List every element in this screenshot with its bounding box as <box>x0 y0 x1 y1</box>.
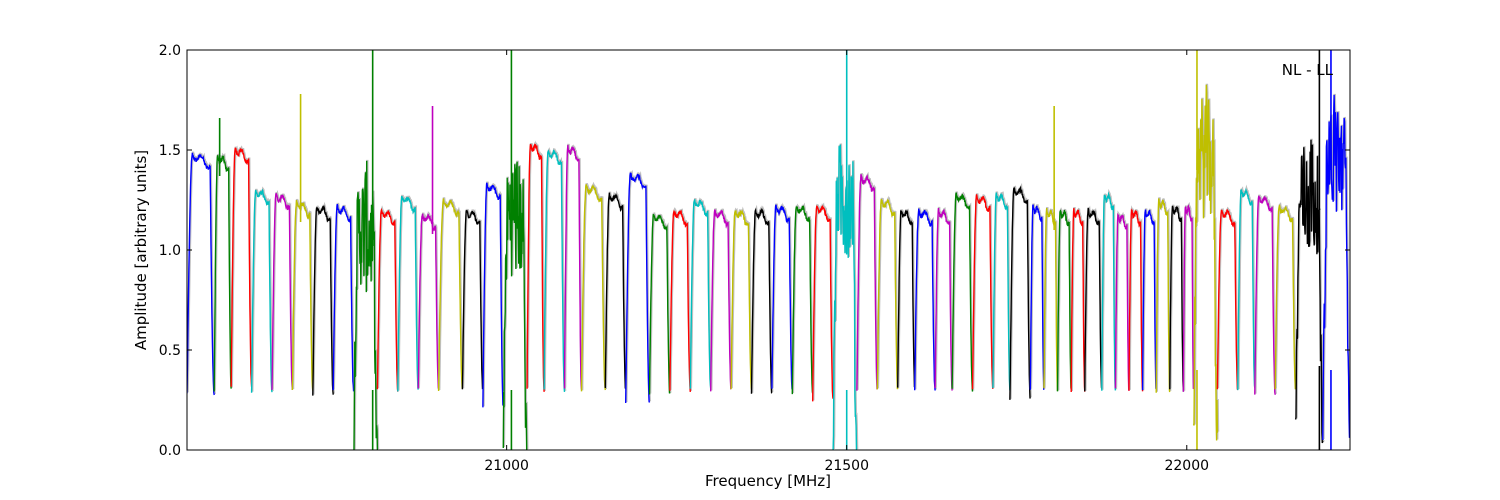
channel-line-11 <box>417 213 440 390</box>
x-tick-label-1: 21500 <box>824 458 869 474</box>
channel-line-59 <box>1322 94 1350 441</box>
channel-line-38 <box>971 194 994 390</box>
y-tick-label-1: 0.5 <box>159 343 181 359</box>
channel-line-41 <box>1029 204 1045 390</box>
channel-line-0 <box>187 152 215 396</box>
ticks-layer: 21000 21500 22000 0.0 0.5 1.0 1.5 2.0 <box>159 43 1350 474</box>
x-tick-label-0: 21000 <box>484 458 529 474</box>
channel-line-2 <box>230 147 253 387</box>
channel-line-34 <box>897 210 916 388</box>
channel-line-49 <box>1141 209 1157 391</box>
channel-line-55 <box>1237 187 1256 391</box>
channel-line-24 <box>689 199 712 389</box>
channel-line-28 <box>771 204 793 390</box>
channel-line-46 <box>1101 191 1117 391</box>
y-axis-label: Amplitude [arbitrary units] <box>132 150 150 350</box>
channel-line-25 <box>710 209 732 392</box>
channel-line-53 <box>1192 84 1219 441</box>
series-layer <box>187 50 1350 450</box>
y-tick-label-4: 2.0 <box>159 43 181 59</box>
channel-line-7 <box>332 203 355 392</box>
channel-line-29 <box>791 204 814 395</box>
channel-line-30 <box>812 204 834 402</box>
channel-line-50 <box>1155 198 1171 393</box>
channel-line-26 <box>730 209 753 390</box>
y-tick-label-2: 1.0 <box>159 243 181 259</box>
channel-line-54 <box>1216 208 1239 391</box>
channel-line-52 <box>1182 204 1195 392</box>
channel-line-35 <box>914 208 936 391</box>
channel-line-33 <box>876 198 899 390</box>
channel-line-21 <box>625 172 651 404</box>
channel-line-37 <box>951 192 974 392</box>
channel-line-58 <box>1294 139 1324 444</box>
channel-line-16 <box>526 143 545 392</box>
channel-line-48 <box>1128 208 1144 392</box>
channel-line-43 <box>1056 209 1072 392</box>
y-tick-label-3: 1.5 <box>159 143 181 159</box>
channel-line-27 <box>750 207 773 394</box>
channel-line-13 <box>461 209 484 390</box>
channel-line-31 <box>832 144 858 450</box>
channel-line-8 <box>353 160 379 450</box>
chart-annotation: NL - LL <box>1282 61 1334 79</box>
y-tick-label-0: 0.0 <box>159 443 181 459</box>
channel-line-23 <box>669 209 691 392</box>
channel-line-36 <box>934 207 953 391</box>
channel-line-22 <box>648 213 671 395</box>
channel-line-44 <box>1070 208 1086 393</box>
x-tick-label-2: 22000 <box>1164 458 1209 474</box>
channel-line-45 <box>1084 208 1103 392</box>
x-axis-label: Frequency [MHz] <box>705 472 831 490</box>
channel-line-1 <box>213 154 232 392</box>
channel-line-51 <box>1169 205 1185 392</box>
channel-line-14 <box>482 182 504 408</box>
channel-line-39 <box>992 192 1011 391</box>
channel-line-17 <box>543 149 566 392</box>
channel-line-6 <box>312 204 334 396</box>
channel-line-5 <box>291 199 314 392</box>
channel-line-9 <box>376 207 399 392</box>
channel-line-12 <box>437 198 464 392</box>
channel-line-19 <box>580 184 606 392</box>
channel-line-32 <box>856 174 878 391</box>
channel-line-18 <box>563 144 583 390</box>
channel-line-47 <box>1114 212 1130 391</box>
channel-line-15 <box>502 161 528 450</box>
channel-line-3 <box>250 188 273 393</box>
channel-line-56 <box>1254 195 1276 395</box>
channel-line-40 <box>1009 185 1031 400</box>
channel-line-42 <box>1043 208 1059 392</box>
channel-line-20 <box>604 192 627 390</box>
channel-line-10 <box>397 195 419 392</box>
channel-line-4 <box>271 192 294 390</box>
channel-line-57 <box>1274 204 1297 390</box>
